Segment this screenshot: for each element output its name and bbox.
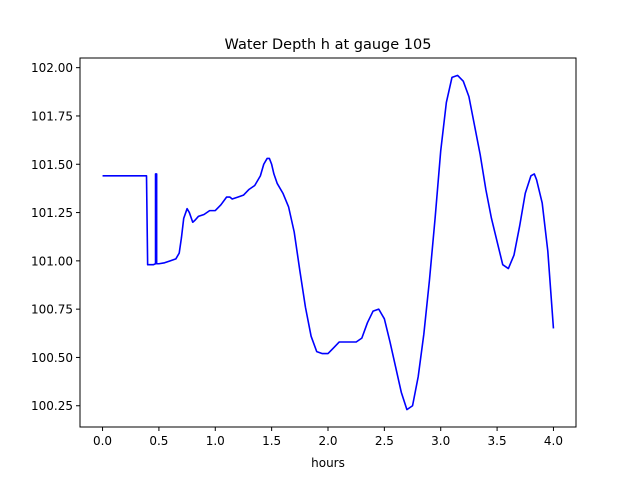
x-axis: 0.0 0.5 1.0 1.5 2.0 2.5 3.0 3.5 4.0 bbox=[93, 427, 563, 448]
x-tick-label: 0.0 bbox=[93, 434, 112, 448]
y-tick-label: 101.75 bbox=[31, 109, 73, 123]
y-tick-label: 101.25 bbox=[31, 206, 73, 220]
x-tick-label: 0.5 bbox=[149, 434, 168, 448]
series-line bbox=[102, 74, 555, 411]
chart-title: Water Depth h at gauge 105 bbox=[225, 37, 432, 53]
x-tick-label: 3.0 bbox=[431, 434, 450, 448]
x-tick-label: 1.5 bbox=[262, 434, 281, 448]
x-tick-label: 4.0 bbox=[544, 434, 563, 448]
y-tick-label: 100.25 bbox=[31, 399, 73, 413]
y-axis: 100.25 100.50 100.75 101.00 101.25 101.50 101.… bbox=[31, 61, 80, 413]
y-tick-label: 102.00 bbox=[31, 61, 73, 75]
x-axis-title: hours bbox=[311, 456, 345, 470]
y-tick-label: 101.00 bbox=[31, 254, 73, 268]
series-layer bbox=[102, 74, 555, 411]
y-tick-label: 101.50 bbox=[31, 158, 73, 172]
x-tick-label: 2.0 bbox=[318, 434, 337, 448]
plot-area bbox=[80, 58, 576, 427]
x-tick-label: 1.0 bbox=[206, 434, 225, 448]
y-tick-label: 100.75 bbox=[31, 303, 73, 317]
y-tick-label: 100.50 bbox=[31, 351, 73, 365]
x-tick-label: 2.5 bbox=[375, 434, 394, 448]
x-tick-label: 3.5 bbox=[488, 434, 507, 448]
